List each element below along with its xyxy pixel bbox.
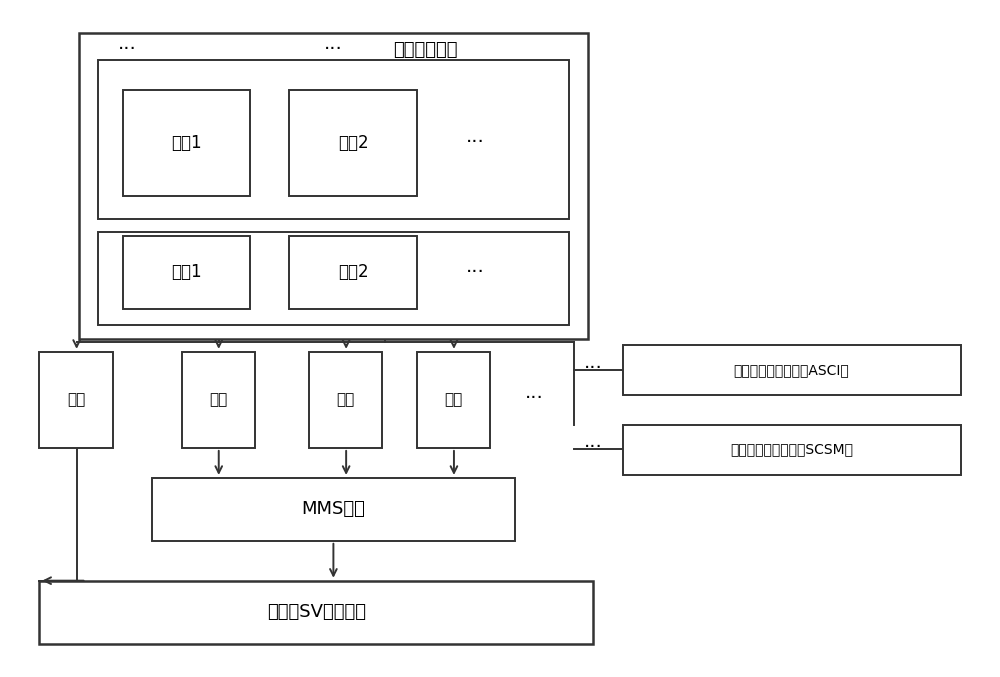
Bar: [98, 60, 569, 219]
Text: ···: ···: [584, 359, 602, 378]
Text: 报告: 报告: [444, 393, 463, 408]
Text: 替代: 替代: [209, 393, 227, 408]
Text: 特定通讯服务映射（SCSM）: 特定通讯服务映射（SCSM）: [730, 443, 853, 456]
Text: 传输: 传输: [67, 393, 85, 408]
Bar: [123, 236, 250, 309]
Bar: [39, 581, 593, 644]
Bar: [622, 424, 961, 475]
Bar: [309, 352, 382, 448]
Text: 数据1: 数据1: [171, 134, 202, 152]
Text: ···: ···: [466, 133, 485, 152]
Text: 数据2: 数据2: [338, 263, 368, 281]
Text: 设备信息模型: 设备信息模型: [393, 41, 457, 59]
Bar: [417, 352, 490, 448]
Bar: [123, 89, 250, 196]
Bar: [152, 478, 515, 541]
Text: ···: ···: [466, 263, 485, 282]
Text: 控制: 控制: [337, 393, 355, 408]
Text: 数据2: 数据2: [338, 134, 368, 152]
Text: 数据1: 数据1: [171, 263, 202, 281]
Text: 抄象通讯服务接口（ASCI）: 抄象通讯服务接口（ASCI）: [734, 363, 849, 377]
Text: ···: ···: [324, 41, 343, 60]
Text: 特定的SV传输协议: 特定的SV传输协议: [267, 603, 366, 621]
Text: ···: ···: [525, 389, 544, 408]
Text: ···: ···: [118, 41, 137, 60]
Bar: [39, 352, 113, 448]
Bar: [289, 89, 417, 196]
Bar: [79, 33, 588, 338]
Bar: [622, 345, 961, 395]
Bar: [182, 352, 255, 448]
Text: MMS通讯: MMS通讯: [301, 500, 365, 519]
Text: ···: ···: [584, 439, 602, 458]
Bar: [98, 232, 569, 325]
Bar: [289, 236, 417, 309]
